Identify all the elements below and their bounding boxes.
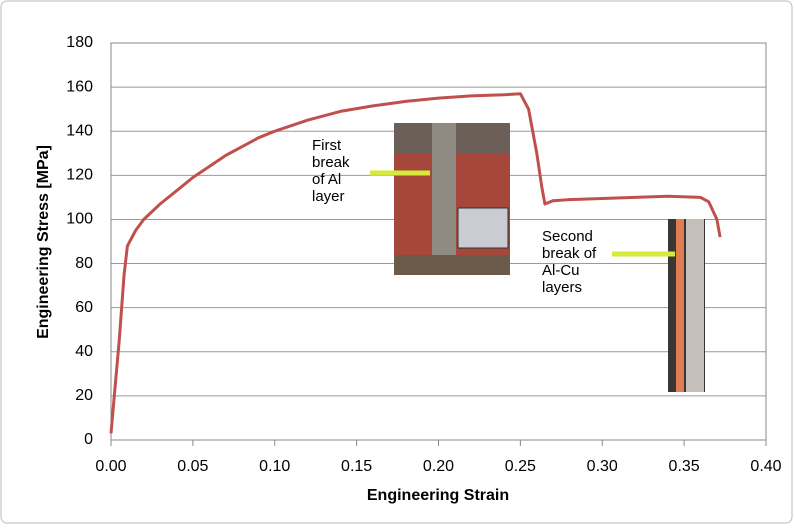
- y-tick-label: 20: [75, 387, 93, 404]
- y-tick-label: 120: [66, 167, 93, 184]
- annotation-text: break: [312, 154, 350, 171]
- photo-first-break: [394, 123, 510, 275]
- x-tick-label: 0.15: [341, 458, 372, 475]
- annotation-text: layer: [312, 188, 345, 205]
- y-tick-label: 0: [84, 431, 93, 448]
- y-tick-label: 100: [66, 211, 93, 228]
- photo-detail: [686, 219, 704, 392]
- photo-detail: [457, 207, 509, 249]
- x-tick-label: 0.35: [669, 458, 700, 475]
- y-axis-label: Engineering Stress [MPa]: [35, 145, 52, 339]
- y-tick-label: 160: [66, 78, 93, 95]
- x-tick-label: 0.05: [177, 458, 208, 475]
- x-tick-label: 0.20: [423, 458, 454, 475]
- x-tick-label: 0.10: [259, 458, 290, 475]
- x-tick-label: 0.40: [750, 458, 781, 475]
- photo-detail: [676, 219, 684, 392]
- x-axis-label: Engineering Strain: [367, 487, 509, 504]
- x-tick-label: 0.30: [587, 458, 618, 475]
- annotation-text: Al-Cu: [542, 262, 580, 279]
- annotation-text: break of: [542, 245, 597, 262]
- x-tick-label: 0.25: [505, 458, 536, 475]
- photo-detail: [394, 255, 510, 275]
- annotation-text: of Al: [312, 171, 341, 188]
- annotation-text: layers: [542, 279, 582, 296]
- y-tick-label: 140: [66, 122, 93, 139]
- y-tick-label: 40: [75, 343, 93, 360]
- y-tick-label: 80: [75, 255, 93, 272]
- data-line: [109, 92, 722, 434]
- y-tick-label: 180: [66, 34, 93, 51]
- annotation-text: First: [312, 137, 342, 154]
- x-tick-label: 0.00: [95, 458, 126, 475]
- y-tick-label: 60: [75, 299, 93, 316]
- photo-second-break: [668, 219, 705, 392]
- annotation-text: Second: [542, 228, 593, 245]
- photo-detail: [432, 123, 456, 275]
